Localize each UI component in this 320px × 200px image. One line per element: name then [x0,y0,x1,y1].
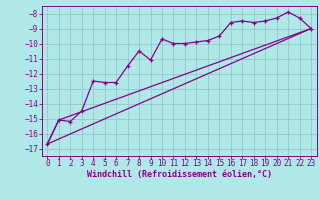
X-axis label: Windchill (Refroidissement éolien,°C): Windchill (Refroidissement éolien,°C) [87,170,272,179]
